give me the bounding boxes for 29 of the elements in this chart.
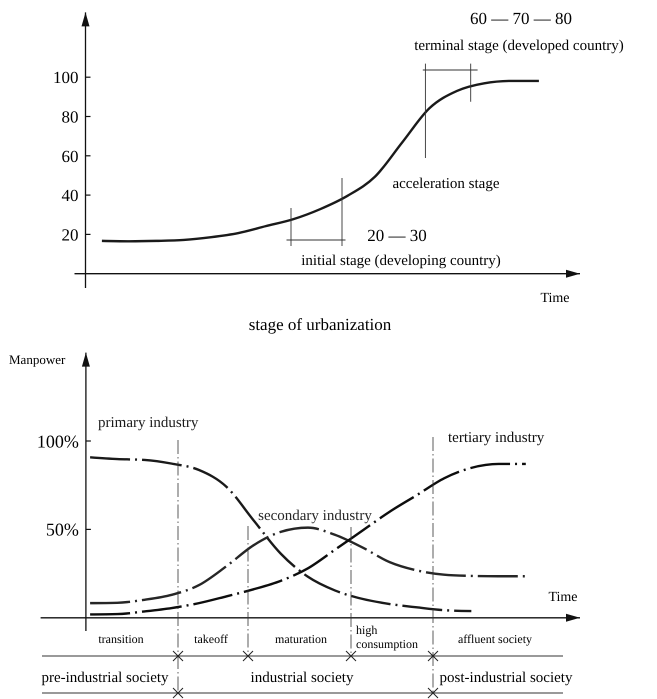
y-tick-label: 20 <box>62 225 78 244</box>
text: high consumption <box>356 623 418 651</box>
line-series <box>88 462 527 616</box>
text: pre-industrial society <box>41 670 170 686</box>
text: industrial society <box>250 670 354 686</box>
text: post-industrial society <box>440 670 573 686</box>
y-axis-title: Manpower <box>9 352 66 367</box>
text: transition <box>98 632 144 646</box>
text: stage of urbanization <box>248 315 392 334</box>
y-tick-label: 100% <box>36 431 79 452</box>
y-tick-label: 80 <box>62 107 78 126</box>
x-axis-title: Time <box>548 590 578 605</box>
x-axis-title: Time <box>540 291 570 306</box>
y-tick-label: 50% <box>46 520 79 540</box>
y-tick-label: 60 <box>62 146 78 166</box>
text: affluent society <box>458 632 532 646</box>
series-label: secondary industry <box>258 508 372 524</box>
annotation: 20 — 30 <box>367 226 427 245</box>
series-label: tertiary industry <box>448 430 545 446</box>
text: takeoff <box>194 632 228 646</box>
text: maturation <box>275 632 327 646</box>
annotation: terminal stage (developed country) <box>414 38 624 54</box>
annotation: acceleration stage <box>392 176 500 192</box>
series-label: primary industry <box>98 415 199 431</box>
y-tick-label: 100 <box>53 68 78 88</box>
annotation: 60 — 70 — 80 <box>470 9 572 28</box>
line-series <box>100 80 540 242</box>
annotation: initial stage (developing country) <box>301 253 501 269</box>
y-tick-label: 40 <box>62 186 78 206</box>
